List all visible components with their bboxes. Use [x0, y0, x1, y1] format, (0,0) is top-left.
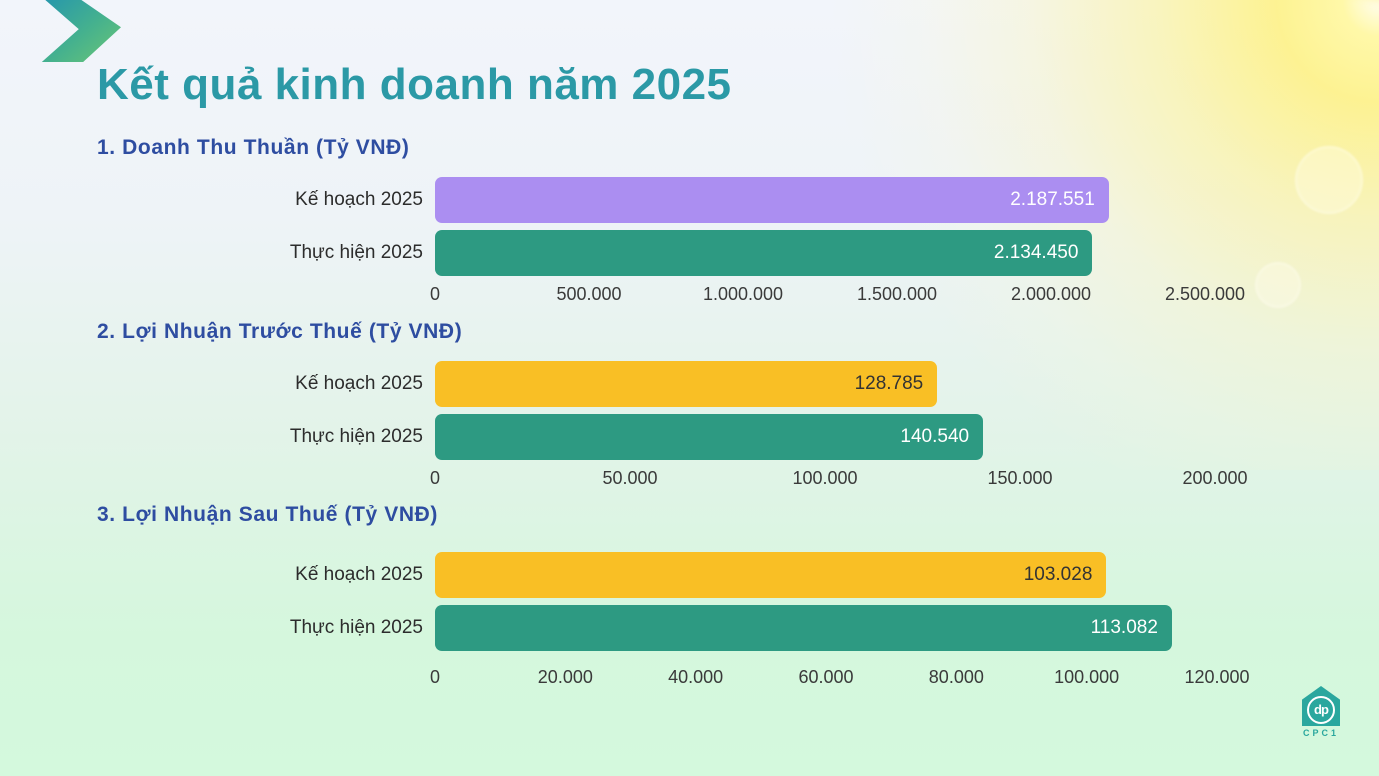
- plot-area: 113.082: [435, 605, 1217, 651]
- axis-tick-label: 100.000: [1054, 667, 1120, 687]
- axis-tick-label: 80.000: [928, 667, 984, 687]
- bar-row: Thực hiện 2025 113.082: [97, 605, 1217, 651]
- x-axis: 0 500.000 1.000.000 1.500.000 2.000.000 2.500…: [430, 284, 1245, 308]
- chevron-arrow-decoration: [41, 0, 121, 62]
- plot-area: 103.028: [435, 552, 1217, 598]
- axis-tick-label: 40.000: [668, 667, 724, 687]
- sun-ray-icon: [819, 0, 1379, 2]
- axis-tick-label: 0: [429, 468, 441, 488]
- category-label: Kế hoạch 2025: [295, 373, 423, 394]
- plot-area: 2.134.450: [435, 230, 1205, 276]
- chart-section-3: 3. Lợi Nhuận Sau Thuế (Tỷ VNĐ) Kế hoạch 2…: [97, 503, 1250, 691]
- chart-title: 2. Lợi Nhuận Trước Thuế (Tỷ VNĐ): [97, 320, 463, 343]
- chart-section-2: 2. Lợi Nhuận Trước Thuế (Tỷ VNĐ) Kế hoạch…: [97, 320, 1248, 492]
- x-axis: 0 20.000 40.000 60.000 80.000 100.000 120.000: [430, 667, 1250, 691]
- chart-title: 3. Lợi Nhuận Sau Thuế (Tỷ VNĐ): [97, 503, 438, 526]
- plot-area: 128.785: [435, 361, 1215, 407]
- axis-tick-label: 20.000: [537, 667, 593, 687]
- bar-row: Kế hoạch 2025 128.785: [97, 361, 1215, 407]
- axis-tick-label: 150.000: [987, 468, 1053, 488]
- chart-section-1: 1. Doanh Thu Thuần (Tỷ VNĐ) Kế hoạch 2025…: [97, 136, 1245, 308]
- bar-value-label: 2.187.551: [1010, 189, 1095, 210]
- category-label: Kế hoạch 2025: [295, 189, 423, 210]
- category-label: Thực hiện 2025: [289, 242, 423, 263]
- axis-tick-label: 1.000.000: [702, 284, 784, 304]
- bar-row: Thực hiện 2025 140.540: [97, 414, 1215, 460]
- bar-plan-2025: 2.187.551: [435, 177, 1109, 223]
- bar-actual-2025: 140.540: [435, 414, 984, 460]
- bar-value-label: 128.785: [854, 373, 924, 394]
- x-axis: 0 50.000 100.000 150.000 200.000: [430, 468, 1248, 492]
- bar-value-label: 103.028: [1023, 564, 1093, 585]
- axis-tick-label: 1.500.000: [856, 284, 938, 304]
- bar-plan-2025: 103.028: [435, 552, 1107, 598]
- category-label: Thực hiện 2025: [289, 617, 423, 638]
- bar-actual-2025: 2.134.450: [435, 230, 1093, 276]
- axis-tick-label: 2.000.000: [1010, 284, 1092, 304]
- bar-row: Thực hiện 2025 2.134.450: [97, 230, 1205, 276]
- bar-value-label: 2.134.450: [993, 242, 1079, 263]
- axis-tick-label: 2.500.000: [1164, 284, 1246, 304]
- bar-row: Kế hoạch 2025 103.028: [97, 552, 1217, 598]
- sun-ray-icon: [1075, 0, 1379, 8]
- axis-tick-label: 0: [429, 284, 441, 304]
- axis-tick-label: 120.000: [1184, 667, 1250, 687]
- bar-plan-2025: 128.785: [435, 361, 938, 407]
- sun-ray-icon: [819, 0, 1379, 20]
- category-label: Kế hoạch 2025: [295, 564, 423, 585]
- lens-flare-circle-icon: [1255, 262, 1301, 308]
- dp-house-logo-icon: dp: [1302, 686, 1340, 726]
- bar-actual-2025: 113.082: [435, 605, 1172, 651]
- bar-value-label: 140.540: [900, 426, 970, 447]
- dp-ring-icon: dp: [1307, 695, 1335, 724]
- axis-tick-label: 200.000: [1182, 468, 1248, 488]
- lens-flare-circle-icon: [1295, 146, 1363, 214]
- slide-title: Kết quả kinh doanh năm 2025: [97, 60, 732, 109]
- chart-title: 1. Doanh Thu Thuần (Tỷ VNĐ): [97, 136, 410, 159]
- bar-row: Kế hoạch 2025 2.187.551: [97, 177, 1205, 223]
- cpc1-logo: dp CPC1: [1298, 686, 1344, 738]
- axis-tick-label: 60.000: [798, 667, 854, 687]
- plot-area: 140.540: [435, 414, 1215, 460]
- axis-tick-label: 100.000: [792, 468, 858, 488]
- bar-value-label: 113.082: [1090, 617, 1158, 638]
- axis-tick-label: 500.000: [556, 284, 622, 304]
- axis-tick-label: 50.000: [602, 468, 658, 488]
- category-label: Thực hiện 2025: [289, 426, 423, 447]
- logo-monogram: dp: [1314, 702, 1329, 717]
- plot-area: 2.187.551: [435, 177, 1205, 223]
- logo-caption: CPC1: [1302, 728, 1339, 738]
- axis-tick-label: 0: [429, 667, 441, 687]
- sun-ray-icon: [932, 0, 1379, 2]
